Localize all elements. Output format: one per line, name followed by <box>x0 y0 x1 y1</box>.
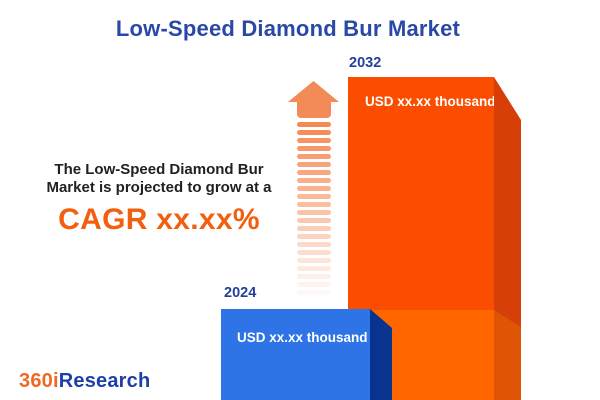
arrow-stripe <box>297 162 331 167</box>
arrow-stripe <box>297 122 331 127</box>
arrow-stripe <box>297 186 331 191</box>
growth-arrow-stripes <box>288 122 339 295</box>
arrow-stem <box>297 102 331 118</box>
bar-2032-value: USD xx.xx thousand <box>365 94 496 109</box>
arrow-stripe <box>297 178 331 183</box>
arrow-stripe <box>297 242 331 247</box>
bar-2024-face: USD xx.xx thousand <box>221 309 370 400</box>
bar-2024-value: USD xx.xx thousand <box>237 330 368 345</box>
description-block: The Low-Speed Diamond Bur Market is proj… <box>40 161 278 236</box>
arrow-stripe <box>297 170 331 175</box>
year-label-2032: 2032 <box>349 55 382 71</box>
arrow-head <box>288 81 339 102</box>
cagr-text: CAGR xx.xx% <box>58 203 260 236</box>
logo-prefix: 360i <box>19 370 59 392</box>
growth-arrow-icon <box>288 81 339 311</box>
description-line1: The Low-Speed Diamond Bur <box>54 161 264 178</box>
arrow-stripe <box>297 290 331 295</box>
arrow-stripe <box>297 274 331 279</box>
arrow-stripe <box>297 234 331 239</box>
arrow-stripe <box>297 266 331 271</box>
arrow-stripe <box>297 146 331 151</box>
brand-logo: 360iResearch <box>19 370 150 393</box>
arrow-stripe <box>297 138 331 143</box>
arrow-stripe <box>297 218 331 223</box>
arrow-stripe <box>297 154 331 159</box>
arrow-stripe <box>297 250 331 255</box>
arrow-stripe <box>297 202 331 207</box>
arrow-stripe <box>297 194 331 199</box>
arrow-stripe <box>297 130 331 135</box>
bar-2024-side <box>370 309 392 400</box>
logo-suffix: Research <box>58 370 151 392</box>
page-title: Low-Speed Diamond Bur Market <box>115 16 461 41</box>
arrow-stripe <box>297 282 331 287</box>
arrow-stripe <box>297 258 331 263</box>
bar-back-side <box>494 310 521 400</box>
description-line2: Market is projected to grow at a <box>46 179 272 196</box>
year-label-2024: 2024 <box>224 285 257 301</box>
arrow-stripe <box>297 210 331 215</box>
arrow-stripe <box>297 226 331 231</box>
